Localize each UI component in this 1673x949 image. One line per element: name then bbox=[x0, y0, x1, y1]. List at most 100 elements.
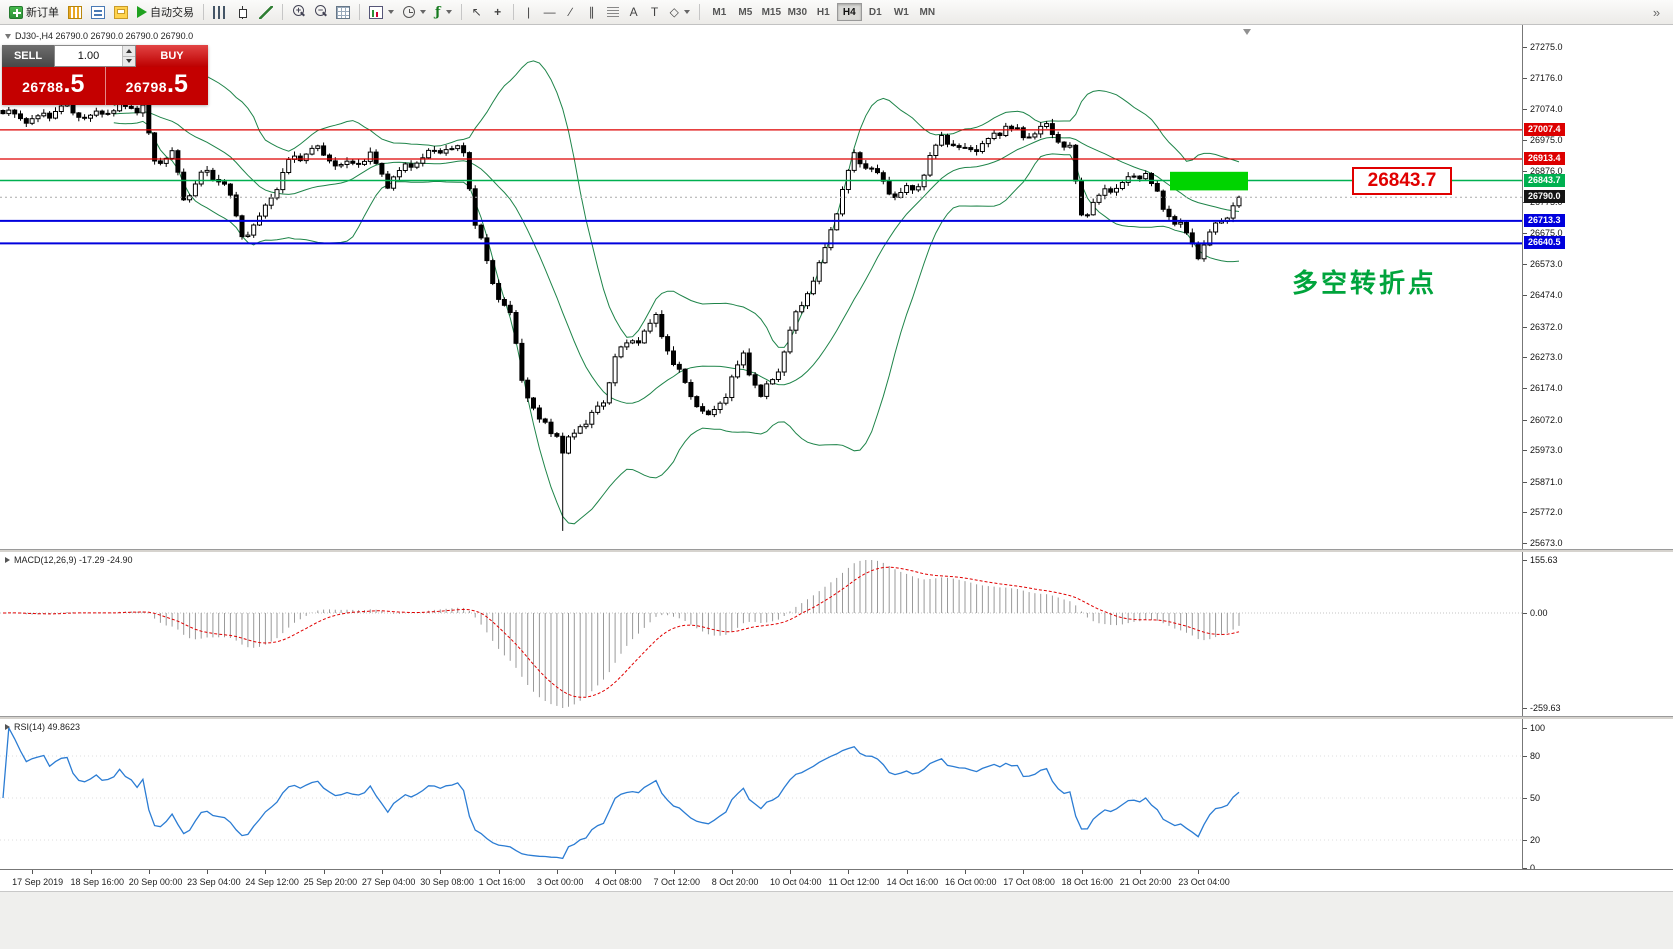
time-axis-label: 20 Sep 00:00 bbox=[128, 877, 183, 887]
crosshair-button[interactable]: + bbox=[488, 2, 508, 22]
price-axis-label: 25772.0 bbox=[1530, 507, 1563, 518]
bar-chart-icon bbox=[213, 5, 227, 19]
data-window-button[interactable] bbox=[87, 2, 109, 22]
candlestick-chart-button[interactable] bbox=[232, 2, 254, 22]
rsi-collapse-icon[interactable] bbox=[5, 724, 10, 730]
time-axis[interactable]: 17 Sep 2019 18 Sep 16:00 20 Sep 00:00 23 Se… bbox=[0, 869, 1673, 891]
sell-button[interactable]: SELL bbox=[2, 45, 54, 67]
axis-tick bbox=[1523, 481, 1527, 483]
price-callout-label[interactable]: 26843.7 bbox=[1352, 167, 1452, 195]
price-divider bbox=[104, 67, 106, 105]
fibonacci-icon bbox=[606, 6, 619, 18]
horizontal-line-tool-button[interactable]: — bbox=[540, 2, 560, 22]
volume-spin-buttons bbox=[122, 46, 135, 66]
time-axis-label: 23 Oct 04:00 bbox=[1178, 877, 1230, 887]
timeframe-m30-button[interactable]: M30 bbox=[785, 3, 810, 21]
time-axis-label: 3 Oct 00:00 bbox=[536, 877, 584, 887]
candlestick-icon bbox=[236, 5, 250, 19]
profiles-button[interactable] bbox=[399, 2, 430, 22]
timeframe-w1-button[interactable]: W1 bbox=[889, 3, 914, 21]
toolbar-separator bbox=[282, 4, 283, 20]
toolbar-overflow-button[interactable]: » bbox=[1648, 2, 1668, 22]
tile-windows-button[interactable] bbox=[332, 2, 354, 22]
chart-canvas[interactable] bbox=[0, 25, 1522, 549]
time-axis-label: 17 Sep 2019 bbox=[12, 877, 64, 887]
tile-windows-icon bbox=[336, 5, 350, 19]
fibonacci-tool-button[interactable] bbox=[603, 2, 623, 22]
new-order-button[interactable]: 新订单 bbox=[5, 2, 63, 22]
bar-chart-button[interactable] bbox=[209, 2, 231, 22]
macd-axis[interactable]: 155.63 0.00 -259.63 bbox=[1522, 552, 1673, 716]
label-tool-button[interactable]: T bbox=[645, 2, 665, 22]
time-axis-label: 11 Oct 12:00 bbox=[828, 877, 880, 887]
axis-tick bbox=[1523, 139, 1527, 141]
axis-tick bbox=[1523, 613, 1527, 614]
time-axis-label: 18 Sep 16:00 bbox=[70, 877, 125, 887]
price-axis-label: 26675.0 bbox=[1530, 227, 1563, 238]
trendline-tool-button[interactable]: ∕ bbox=[561, 2, 581, 22]
sell-price-display[interactable]: 26788.5 bbox=[2, 67, 105, 105]
timeframe-m15-button[interactable]: M15 bbox=[759, 3, 784, 21]
timeframe-d1-button[interactable]: D1 bbox=[863, 3, 888, 21]
autotrading-label: 自动交易 bbox=[150, 7, 194, 19]
volume-stepper[interactable]: 1.00 bbox=[54, 45, 136, 67]
buy-button[interactable]: BUY bbox=[136, 45, 208, 67]
axis-tick bbox=[1523, 295, 1527, 296]
sell-price-frac: .5 bbox=[63, 70, 85, 98]
rsi-axis[interactable]: 100 80 50 20 0 bbox=[1522, 719, 1673, 869]
axis-tick bbox=[1523, 170, 1527, 172]
timeframe-toolbar: M1 M5 M15 M30 H1 H4 D1 W1 MN bbox=[707, 3, 940, 21]
market-watch-button[interactable] bbox=[64, 2, 86, 22]
autotrading-button[interactable]: 自动交易 bbox=[133, 2, 198, 22]
zoom-in-button[interactable] bbox=[288, 2, 309, 22]
timeframe-h4-button[interactable]: H4 bbox=[836, 3, 862, 21]
axis-tick bbox=[1523, 264, 1527, 266]
navigator-button[interactable] bbox=[110, 2, 132, 22]
turning-point-annotation[interactable]: 多空转折点 bbox=[1292, 268, 1438, 298]
rsi-canvas[interactable] bbox=[0, 719, 1522, 869]
buy-price-display[interactable]: 26798.5 bbox=[106, 67, 209, 105]
cursor-button[interactable]: ↖ bbox=[467, 2, 487, 22]
volume-increase-button[interactable] bbox=[123, 46, 135, 56]
toolbar-separator bbox=[359, 4, 360, 20]
vertical-line-tool-button[interactable]: | bbox=[519, 2, 539, 22]
timeframe-h1-button[interactable]: H1 bbox=[811, 3, 836, 21]
time-tick bbox=[1139, 870, 1141, 874]
macd-axis-label: 155.63 bbox=[1530, 555, 1558, 565]
time-tick bbox=[731, 870, 733, 874]
shapes-tool-button[interactable]: ◇ bbox=[666, 2, 694, 22]
price-axis-label: 26876.0 bbox=[1530, 165, 1563, 176]
macd-canvas[interactable] bbox=[0, 552, 1522, 716]
price-axis[interactable]: 27275.027176.027074.026975.026876.026775… bbox=[1522, 25, 1673, 549]
macd-label: MACD(12,26,9) -17.29 -24.90 bbox=[5, 555, 133, 565]
line-chart-button[interactable] bbox=[255, 2, 277, 22]
time-tick bbox=[323, 870, 325, 874]
axis-tick bbox=[1523, 450, 1527, 452]
one-click-collapse-icon[interactable] bbox=[5, 33, 11, 39]
new-order-label: 新订单 bbox=[26, 7, 59, 19]
axis-tick bbox=[1523, 387, 1527, 389]
macd-collapse-icon[interactable] bbox=[5, 557, 10, 563]
panel-splitter[interactable] bbox=[0, 549, 1673, 552]
toolbar-separator bbox=[512, 4, 514, 20]
zoom-out-button[interactable] bbox=[310, 2, 331, 22]
timeframe-m1-button[interactable]: M1 bbox=[707, 3, 732, 21]
time-tick bbox=[1023, 870, 1025, 874]
volume-decrease-button[interactable] bbox=[123, 55, 135, 66]
dropdown-arrow-icon bbox=[388, 10, 394, 14]
timeframe-mn-button[interactable]: MN bbox=[915, 3, 940, 21]
timeframe-m5-button[interactable]: M5 bbox=[733, 3, 758, 21]
time-axis-label: 14 Oct 16:00 bbox=[886, 877, 939, 887]
channel-tool-button[interactable]: ∥ bbox=[582, 2, 602, 22]
time-axis-label: 25 Sep 20:00 bbox=[303, 877, 358, 887]
price-axis-label: 26072.0 bbox=[1530, 414, 1563, 425]
time-axis-label: 7 Oct 12:00 bbox=[653, 877, 701, 887]
new-chart-button[interactable] bbox=[365, 2, 398, 22]
panel-splitter[interactable] bbox=[0, 716, 1673, 719]
indicators-button[interactable]: ƒ bbox=[431, 2, 456, 22]
text-tool-button[interactable]: A bbox=[624, 2, 644, 22]
time-axis-label: 18 Oct 16:00 bbox=[1061, 877, 1114, 887]
navigator-icon bbox=[114, 5, 128, 19]
volume-value: 1.00 bbox=[77, 50, 100, 62]
